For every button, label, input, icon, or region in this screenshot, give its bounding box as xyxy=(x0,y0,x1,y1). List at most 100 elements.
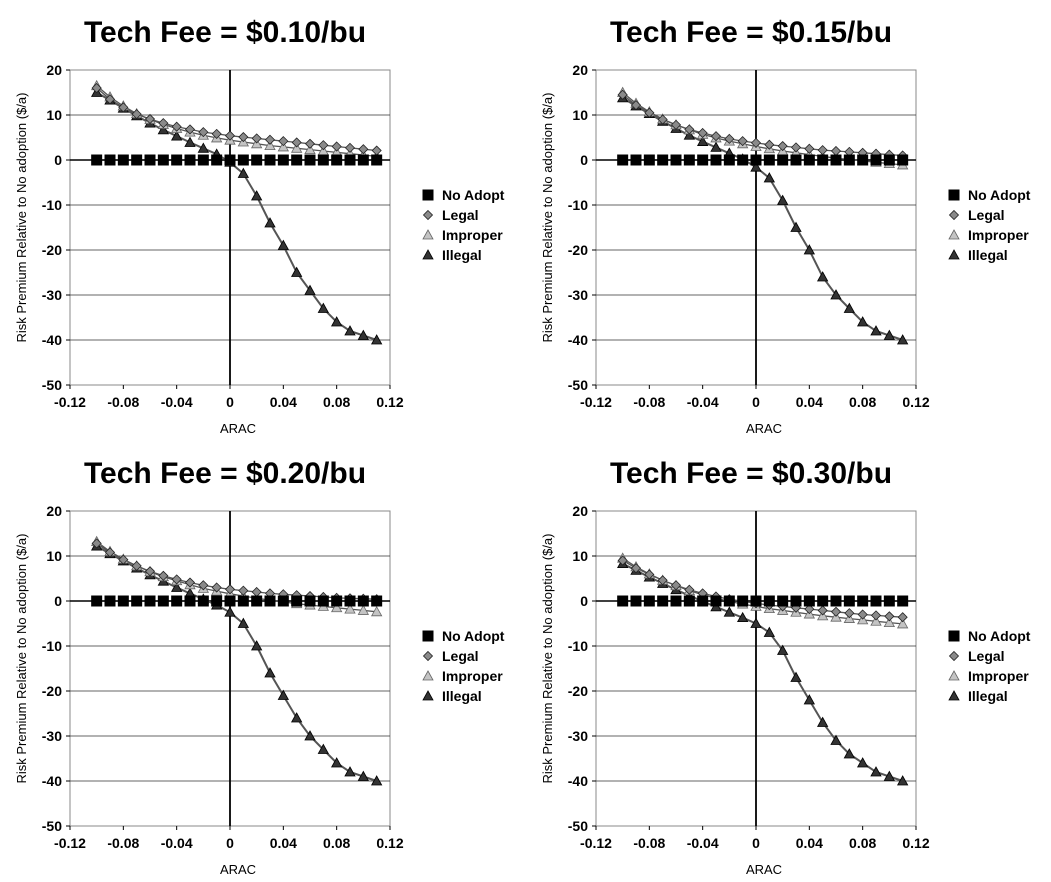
chart-svg: Tech Fee = $0.30/bu -50 -40 -30 -20 -10 0 10 20 -… xyxy=(540,457,1031,877)
point-legal xyxy=(118,102,129,113)
series-no-adopt xyxy=(91,154,383,166)
point-legal xyxy=(804,143,815,154)
point-no-adopt xyxy=(211,154,223,166)
point-legal xyxy=(830,606,842,617)
point-illegal xyxy=(264,217,276,228)
point-illegal xyxy=(370,775,383,786)
legend-label-legal: Legal xyxy=(442,207,479,223)
point-illegal xyxy=(304,730,316,741)
y-tick-label: -20 xyxy=(42,683,62,699)
point-no-adopt xyxy=(857,595,869,607)
x-tick-label: 0.08 xyxy=(849,835,876,851)
point-legal xyxy=(198,127,209,138)
chart-title: Tech Fee = $0.15/bu xyxy=(610,16,892,49)
point-no-adopt xyxy=(251,154,263,166)
point-illegal xyxy=(290,712,303,723)
x-tick-label: -0.04 xyxy=(161,835,193,851)
point-no-adopt xyxy=(317,595,329,607)
point-no-adopt xyxy=(630,154,642,166)
point-legal xyxy=(684,584,695,595)
point-no-adopt xyxy=(710,154,722,166)
point-legal xyxy=(104,547,116,558)
point-illegal xyxy=(870,766,882,777)
y-axis-label: Risk Premium Relative to No adoption ($/… xyxy=(14,534,29,784)
y-tick-label: -20 xyxy=(568,242,588,258)
point-improper xyxy=(330,601,343,613)
point-no-adopt xyxy=(264,595,276,607)
point-illegal xyxy=(277,689,290,700)
point-illegal xyxy=(763,172,776,183)
point-no-adopt xyxy=(723,595,735,607)
x-tick-label: -0.04 xyxy=(161,394,193,410)
point-no-adopt xyxy=(883,595,895,607)
y-tick-label: 20 xyxy=(46,62,62,78)
point-no-adopt xyxy=(291,595,303,607)
point-legal xyxy=(670,119,682,130)
point-illegal xyxy=(170,130,183,141)
x-tick-label: -0.08 xyxy=(633,394,665,410)
point-no-adopt xyxy=(737,595,749,607)
point-illegal xyxy=(170,581,183,592)
point-no-adopt xyxy=(817,595,829,607)
point-no-adopt xyxy=(357,595,369,607)
point-illegal xyxy=(856,757,869,768)
point-no-adopt xyxy=(870,595,882,607)
point-legal xyxy=(224,130,236,141)
series-line-illegal xyxy=(622,97,904,341)
point-illegal xyxy=(763,626,776,637)
point-no-adopt xyxy=(197,154,209,166)
y-tick-label: -50 xyxy=(568,818,588,834)
point-illegal xyxy=(750,161,762,172)
y-tick-label: 0 xyxy=(54,152,62,168)
x-tick-label: 0 xyxy=(226,835,234,851)
y-tick-label: -40 xyxy=(42,773,62,789)
chart-title: Tech Fee = $0.30/bu xyxy=(610,457,892,490)
point-legal xyxy=(184,577,196,588)
point-legal xyxy=(224,584,236,595)
point-no-adopt xyxy=(277,595,289,607)
point-legal xyxy=(630,100,642,111)
y-tick-label: 10 xyxy=(572,548,588,564)
point-improper xyxy=(883,616,896,628)
point-illegal xyxy=(330,757,343,768)
x-tick-label: 0.12 xyxy=(376,394,403,410)
y-tick-label: -30 xyxy=(42,728,62,744)
chart-panel-tech-fee-0.10: Tech Fee = $0.10/bu -50 -40 -30 -20 -10 0 10 20 -… xyxy=(0,0,525,441)
point-no-adopt xyxy=(777,595,789,607)
legend-label-no-adopt: No Adopt xyxy=(442,628,505,644)
legend-label-no-adopt: No Adopt xyxy=(442,187,505,203)
point-legal xyxy=(358,144,369,155)
point-no-adopt xyxy=(371,154,383,166)
point-no-adopt xyxy=(224,154,236,166)
y-tick-label: -30 xyxy=(42,287,62,303)
x-tick-label: 0.12 xyxy=(902,394,929,410)
point-no-adopt xyxy=(843,595,855,607)
point-improper xyxy=(896,618,909,629)
legend-label-improper: Improper xyxy=(968,668,1029,684)
legend-label-improper: Improper xyxy=(968,227,1029,243)
point-legal xyxy=(817,605,828,616)
series-line-illegal xyxy=(96,91,378,341)
point-legal xyxy=(344,142,356,153)
y-tick-label: -10 xyxy=(42,197,62,213)
point-illegal xyxy=(843,302,856,313)
x-axis-label: ARAC xyxy=(746,421,782,436)
point-no-adopt xyxy=(830,154,842,166)
y-tick-label: -10 xyxy=(42,638,62,654)
point-illegal xyxy=(723,606,736,617)
series-line-illegal xyxy=(96,545,378,782)
point-illegal xyxy=(736,611,749,623)
chart-title: Tech Fee = $0.20/bu xyxy=(84,457,366,490)
point-legal xyxy=(644,107,655,118)
point-no-adopt xyxy=(184,595,196,607)
point-legal xyxy=(131,109,142,120)
point-illegal xyxy=(237,617,250,628)
y-tick-label: 10 xyxy=(572,107,588,123)
x-tick-label: -0.12 xyxy=(580,394,612,410)
point-improper xyxy=(290,142,303,153)
chart-panel-tech-fee-0.15: Tech Fee = $0.15/bu -50 -40 -30 -20 -10 0 10 20 -… xyxy=(526,0,1051,441)
point-illegal xyxy=(830,289,842,300)
x-axis-label: ARAC xyxy=(746,862,782,877)
point-no-adopt xyxy=(131,595,143,607)
point-no-adopt xyxy=(697,154,709,166)
